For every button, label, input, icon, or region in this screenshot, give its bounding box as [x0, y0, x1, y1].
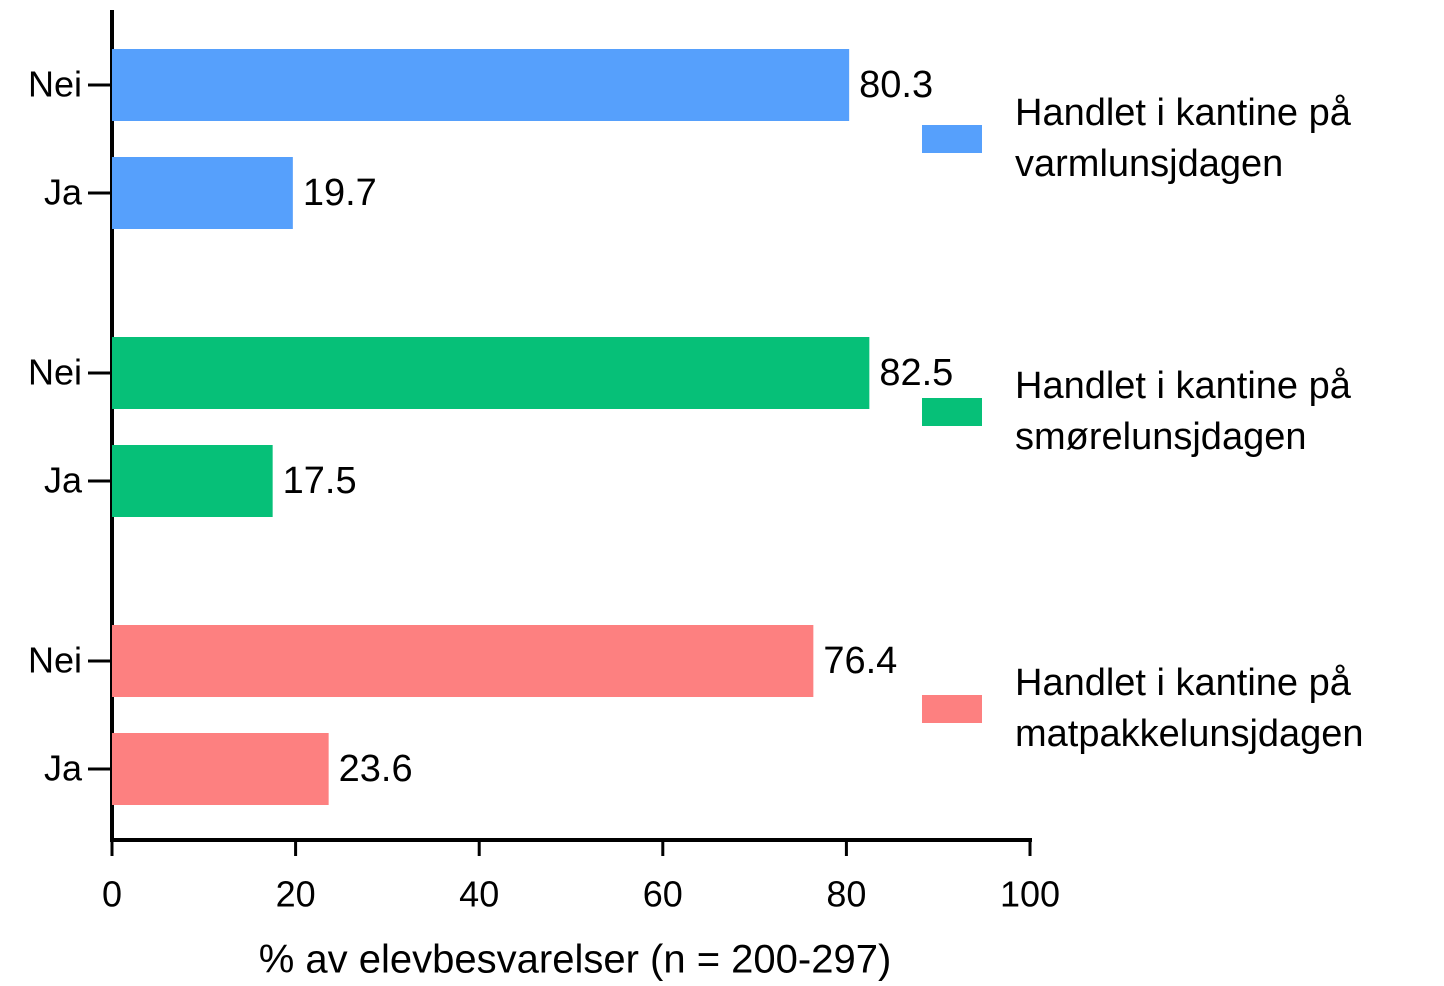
y-tick-label: Ja [44, 172, 83, 213]
x-axis-label: % av elevbesvarelser (n = 200-297) [259, 938, 892, 982]
value-label: 17.5 [283, 460, 357, 502]
legend-swatch [922, 125, 982, 153]
bar [112, 157, 293, 229]
legend-label: Handlet i kantine på matpakkelunsjdagen [1015, 662, 1364, 755]
value-label: 82.5 [879, 352, 953, 394]
value-label: 80.3 [859, 64, 933, 106]
bar [112, 733, 329, 805]
legend-label: Handlet i kantine på varmlunsjdagen [1015, 92, 1351, 185]
legend-label: Handlet i kantine på smørelunsjdagen [1015, 365, 1351, 458]
y-tick-label: Nei [28, 640, 82, 681]
bar [112, 49, 850, 121]
value-label: 76.4 [823, 640, 897, 682]
x-tick-label: 0 [102, 874, 122, 915]
x-tick-label: 60 [643, 874, 683, 915]
bar [112, 445, 273, 517]
x-tick-label: 100 [1000, 874, 1060, 915]
y-tick-label: Nei [28, 64, 82, 105]
y-tick-label: Ja [44, 748, 83, 789]
y-tick-label: Nei [28, 352, 82, 393]
legend-swatch [922, 398, 982, 426]
x-tick-label: 40 [459, 874, 499, 915]
value-label: 23.6 [339, 748, 413, 790]
bar [112, 625, 814, 697]
bar [112, 337, 870, 409]
x-tick-label: 20 [276, 874, 316, 915]
value-label: 19.7 [303, 172, 377, 214]
x-tick-label: 80 [826, 874, 866, 915]
legend-swatch [922, 695, 982, 723]
y-tick-label: Ja [44, 460, 83, 501]
